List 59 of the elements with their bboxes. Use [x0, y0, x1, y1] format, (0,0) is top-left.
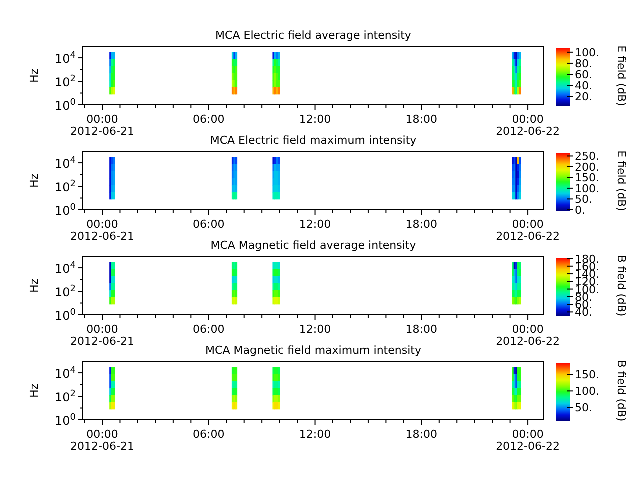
color-bar-label: 250. — [575, 150, 600, 164]
color-bar-label: 100. — [575, 46, 600, 60]
x-tick-label: 12:00 — [299, 428, 332, 441]
color-bar-title: E field (dB) — [615, 46, 628, 106]
chart-title: MCA Electric field average intensity — [216, 29, 412, 42]
y-tick-label: 10$^{2}$ — [54, 390, 76, 405]
color-bar-label: 40. — [575, 80, 592, 93]
x-tick-label: 18:00 — [406, 428, 438, 441]
y-tick-label: 10$^{0}$ — [54, 98, 76, 113]
x-tick-label: 12:00 — [299, 323, 332, 336]
y-tick-label: 10$^{4}$ — [54, 366, 76, 382]
chart-title: MCA Magnetic field average intensity — [210, 239, 417, 252]
color-bar-title: B field (dB) — [615, 360, 628, 422]
y-tick-label: 10$^{0}$ — [54, 308, 76, 323]
y-tick-label: 10$^{2}$ — [54, 180, 76, 195]
x-tick-label: 06:00 — [193, 113, 225, 126]
y-axis-title: Hz — [28, 68, 41, 84]
y-tick-label: 10$^{2}$ — [54, 284, 76, 300]
color-bar-label: 80. — [575, 57, 592, 70]
color-bar-label: 150. — [575, 368, 600, 382]
x-tick-label: 00:00 2012-06-22 — [496, 218, 560, 243]
color-bar-label: 50. — [575, 402, 592, 415]
color-bar-label: 200. — [575, 160, 600, 174]
y-tick-label: 10$^{0}$ — [54, 203, 76, 218]
y-tick-label: 10$^{0}$ — [54, 413, 76, 428]
x-tick-label: 00:00 2012-06-21 — [70, 428, 134, 453]
color-bar-label: 150. — [575, 172, 600, 185]
x-tick-label: 00:00 2012-06-21 — [70, 323, 134, 348]
x-tick-label: 00:00 2012-06-22 — [496, 323, 560, 348]
x-tick-label: 12:00 — [299, 113, 332, 126]
y-axis-title: Hz — [28, 384, 41, 398]
y-axis-title: Hz — [28, 174, 41, 188]
color-bar-label: 20. — [575, 90, 592, 104]
x-tick-label: 18:00 — [406, 113, 438, 126]
x-tick-label: 00:00 2012-06-21 — [70, 113, 134, 138]
x-tick-label: 00:00 2012-06-22 — [496, 428, 560, 453]
color-bar-label: 60. — [575, 68, 592, 82]
x-tick-label: 06:00 — [193, 323, 225, 336]
y-axis-title: Hz — [28, 278, 41, 294]
x-tick-label: 18:00 — [406, 323, 438, 336]
x-tick-label: 06:00 — [193, 218, 225, 231]
y-tick-label: 10$^{4}$ — [54, 261, 76, 276]
color-bar-label: 100. — [575, 182, 600, 196]
x-tick-label: 06:00 — [193, 428, 225, 441]
color-bar-title: E field (dB) — [615, 150, 628, 212]
y-tick-label: 10$^{4}$ — [54, 51, 76, 66]
x-tick-label: 00:00 2012-06-21 — [70, 218, 134, 243]
chart-title: MCA Magnetic field maximum intensity — [206, 344, 422, 357]
chart-title: MCA Electric field maximum intensity — [210, 134, 418, 147]
color-bar-label: 100. — [575, 385, 600, 398]
color-bar-label: 0. — [575, 204, 586, 217]
color-bar-title: B field (dB) — [615, 255, 628, 317]
x-tick-label: 18:00 — [406, 218, 438, 231]
color-bar-label: 40. — [575, 306, 592, 320]
x-tick-label: 12:00 — [299, 218, 332, 231]
y-tick-label: 10$^{4}$ — [54, 156, 76, 172]
color-bar-label: 50. — [575, 193, 592, 206]
y-tick-label: 10$^{2}$ — [54, 74, 76, 90]
x-tick-label: 00:00 2012-06-22 — [496, 113, 560, 138]
